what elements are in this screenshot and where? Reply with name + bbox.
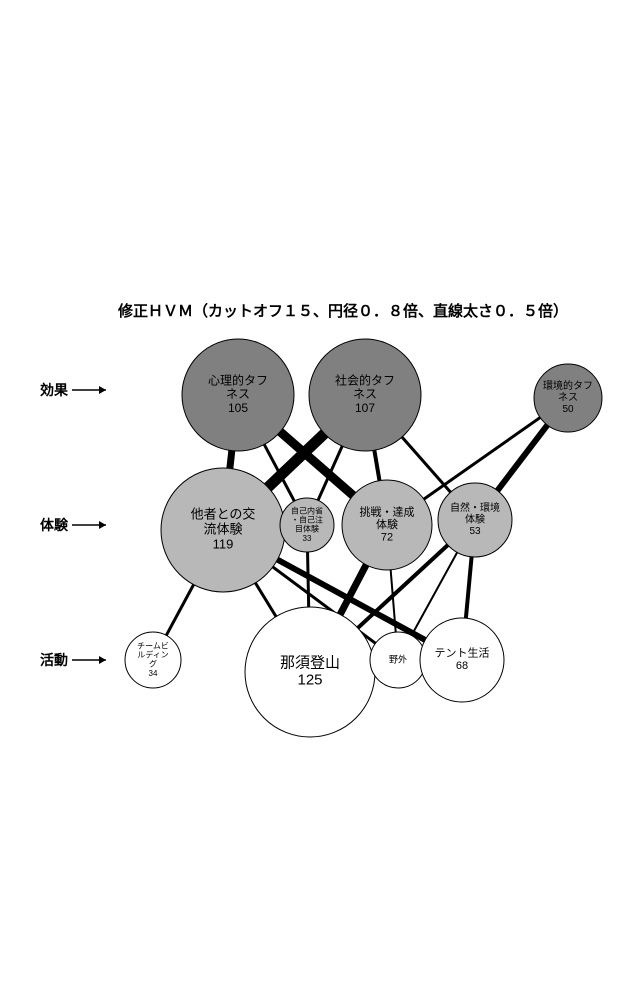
- node-label-others-1: 流体験: [203, 521, 242, 536]
- node-self: 自己内省・自己注目体験33: [280, 498, 334, 552]
- node-psych: 心理的タフネス105: [182, 339, 294, 451]
- node-label-challenge-2: 72: [381, 532, 393, 544]
- row-label-2: 活動: [40, 652, 68, 668]
- node-label-others-0: 他者との交: [191, 506, 256, 521]
- network-svg: 効果体験活動心理的タフネス105社会的タフネス107環境的タフネス50他者との交…: [0, 0, 640, 1002]
- node-label-challenge-1: 体験: [376, 517, 398, 531]
- node-label-team-3: 34: [149, 669, 158, 678]
- node-label-cooking-0: 野外: [389, 653, 407, 664]
- node-label-self-0: 自己内省: [291, 505, 323, 515]
- node-label-self-1: ・自己注: [291, 515, 323, 525]
- node-nasu: 那須登山125: [245, 607, 375, 737]
- node-label-self-2: 目体験: [295, 524, 319, 534]
- node-label-nature-2: 53: [469, 526, 481, 537]
- node-challenge: 挑戦・達成体験72: [342, 480, 432, 570]
- node-label-self-3: 33: [303, 534, 312, 543]
- node-cooking: 野外: [370, 632, 426, 688]
- row-label-1: 体験: [40, 517, 69, 533]
- row-label-0: 効果: [40, 382, 69, 398]
- node-label-psych-0: 心理的タフ: [208, 372, 268, 387]
- node-label-env-2: 50: [562, 404, 574, 415]
- node-others: 他者との交流体験119: [161, 468, 285, 592]
- node-label-challenge-0: 挑戦・達成: [360, 504, 415, 518]
- node-label-nature-1: 体験: [465, 513, 485, 526]
- node-label-nature-0: 自然・環境: [450, 501, 500, 514]
- node-label-tent-1: 68: [456, 660, 468, 672]
- node-label-social-2: 107: [355, 401, 375, 415]
- node-env: 環境的タフネス50: [534, 364, 602, 432]
- node-nature: 自然・環境体験53: [438, 483, 512, 557]
- nodes-group: 心理的タフネス105社会的タフネス107環境的タフネス50他者との交流体験119…: [125, 339, 602, 737]
- node-social: 社会的タフネス107: [309, 339, 421, 451]
- node-label-env-1: ネス: [558, 392, 578, 404]
- node-label-psych-2: 105: [228, 401, 248, 415]
- row-arrow-head-2: [99, 656, 106, 664]
- node-tent: テント生活68: [420, 618, 504, 702]
- node-label-nasu-1: 125: [297, 672, 322, 689]
- node-label-social-0: 社会的タフ: [335, 372, 395, 387]
- row-arrow-head-1: [99, 521, 106, 529]
- node-label-env-0: 環境的タフ: [543, 379, 593, 392]
- node-label-social-1: ネス: [353, 387, 377, 401]
- node-team: チームビルディング34: [125, 632, 181, 688]
- node-label-tent-0: テント生活: [435, 646, 490, 660]
- node-label-team-2: グ: [149, 659, 157, 669]
- diagram-container: 修正ＨＶＭ（カットオフ１５、円径０．８倍、直線太さ０．５倍） 効果体験活動心理的…: [0, 0, 640, 1002]
- node-label-team-1: ルディン: [137, 650, 168, 660]
- node-label-psych-1: ネス: [226, 387, 250, 401]
- row-arrow-head-0: [99, 386, 106, 394]
- node-label-others-2: 119: [213, 536, 234, 551]
- node-label-nasu-0: 那須登山: [280, 654, 340, 671]
- node-label-team-0: チームビ: [137, 641, 169, 650]
